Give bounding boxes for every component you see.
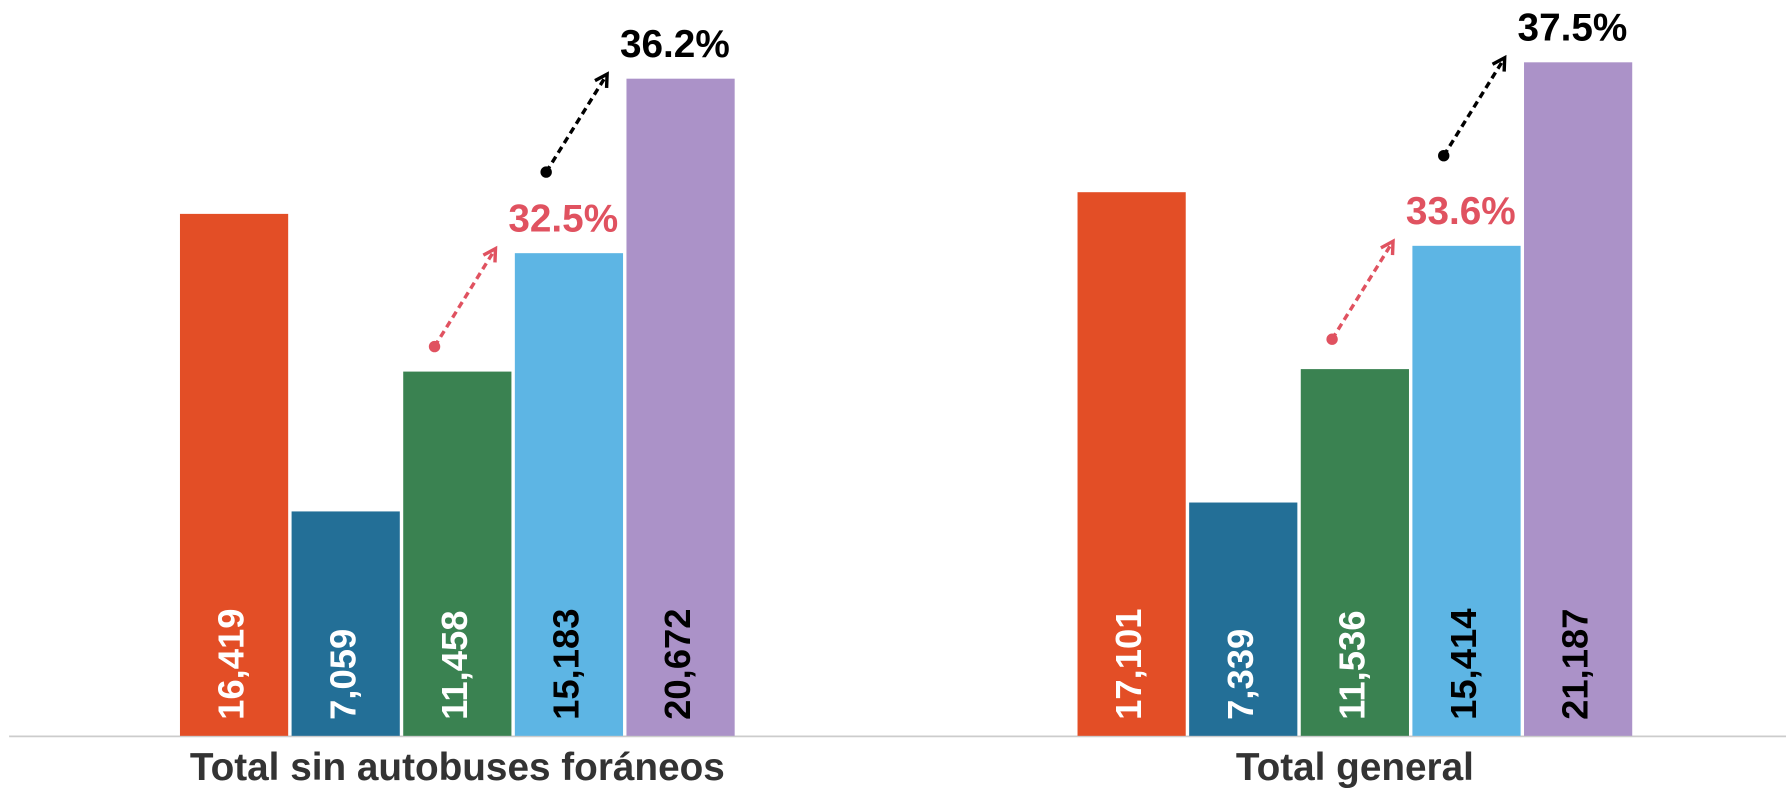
annotation: 33.6%: [1406, 190, 1516, 233]
arrow-dot: [1326, 333, 1338, 345]
value-label: 7,059: [322, 629, 363, 720]
value-label: 11,536: [1332, 610, 1373, 719]
value-label: 20,672: [657, 608, 698, 719]
value-label: 11,458: [434, 610, 475, 719]
arrow: [433, 245, 498, 348]
arrow: [1442, 54, 1507, 157]
value-label: 15,183: [546, 608, 587, 719]
value-label: 16,419: [211, 608, 252, 719]
arrow: [1330, 238, 1395, 341]
x-tick-label: Total general: [1236, 746, 1474, 789]
arrow-dot: [540, 166, 552, 178]
arrow-dot: [1438, 150, 1450, 162]
x-tick-label: Total sin autobuses foráneos: [190, 746, 725, 789]
arrow: [544, 71, 609, 173]
value-label: 17,101: [1108, 608, 1149, 719]
annotation: 32.5%: [508, 198, 618, 241]
bar: [514, 253, 624, 736]
annotation: 37.5%: [1518, 7, 1628, 50]
value-label: 7,339: [1220, 629, 1261, 720]
bar: [1524, 62, 1633, 736]
bar: [1077, 192, 1186, 736]
bar: [1412, 245, 1521, 736]
bar: [626, 78, 735, 736]
bar: [403, 371, 512, 736]
value-label: 15,414: [1443, 608, 1484, 720]
bar: [1300, 369, 1409, 736]
annotation: 36.2%: [620, 23, 730, 66]
bar: [179, 213, 289, 736]
bar: [1189, 502, 1298, 736]
arrow-dot: [428, 340, 441, 353]
bar: [291, 511, 400, 736]
value-label: 21,187: [1555, 608, 1596, 719]
